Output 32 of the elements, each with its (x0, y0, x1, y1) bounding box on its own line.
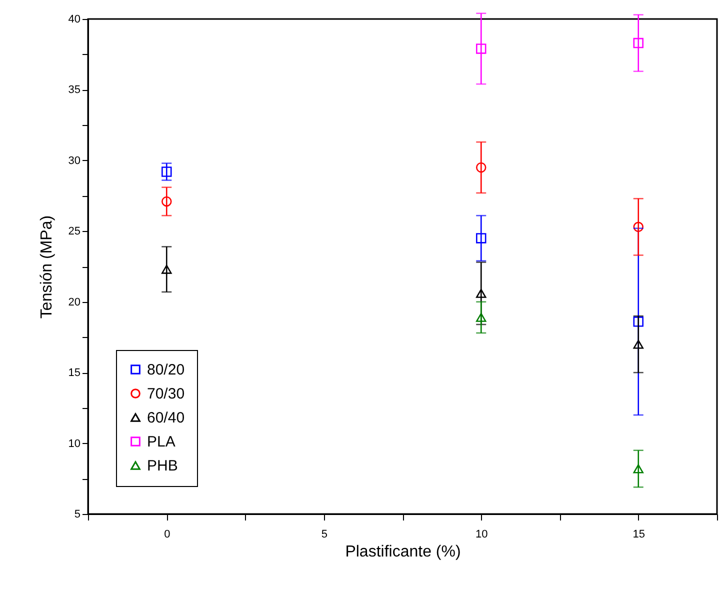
point (476, 233, 486, 244)
point (633, 222, 644, 232)
legend-label: 80/20 (147, 362, 185, 378)
y-tick-label: 40 (68, 14, 80, 26)
y-tick-label: 20 (68, 296, 80, 308)
point (476, 162, 486, 173)
x-axis-title: Plastificante (%) (345, 544, 461, 560)
point (633, 340, 644, 349)
point (633, 316, 644, 327)
legend-label: PHB (147, 458, 178, 474)
point (476, 288, 486, 298)
y-tick-label: 10 (68, 438, 80, 450)
point (162, 166, 172, 177)
y-tick-label: 25 (68, 226, 80, 238)
y-tick-label: 15 (68, 367, 80, 380)
x-tick-label: 15 (632, 528, 645, 540)
legend-label: 60/40 (147, 410, 185, 426)
legend-label: 70/30 (147, 386, 185, 402)
point (476, 312, 486, 322)
y-tick-label: 30 (68, 154, 80, 167)
point (633, 464, 644, 474)
point (476, 44, 486, 54)
legend-label: PLA (147, 434, 176, 450)
x-tick-label: 0 (164, 528, 170, 540)
y-tick-label: 5 (74, 508, 80, 520)
point (633, 38, 644, 48)
point (162, 264, 172, 274)
x-tick-label: 5 (321, 528, 328, 540)
point (162, 196, 172, 207)
y-axis-title: Tensión (MPa) (38, 215, 56, 319)
y-tick-label: 35 (68, 84, 80, 96)
x-tick-label: 10 (476, 528, 488, 540)
